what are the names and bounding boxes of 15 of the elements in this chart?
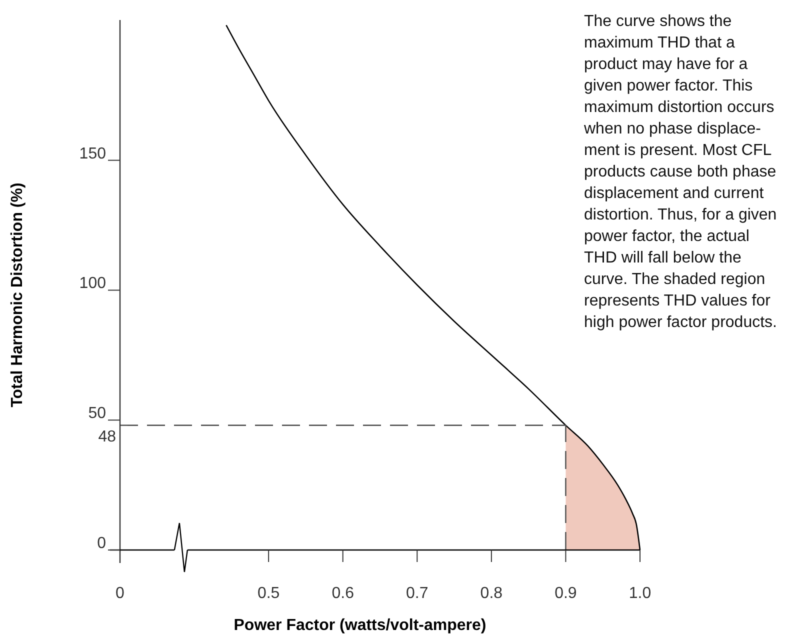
x-tick-label: 0.7 xyxy=(406,585,428,602)
y-tick-label: 150 xyxy=(79,145,106,162)
x-tick-label: 1.0 xyxy=(628,585,652,602)
ref-line-label: 48 xyxy=(98,428,116,446)
x-axis-title: Power Factor (watts/volt-ampere) xyxy=(234,617,486,634)
x-tick-label: 0.9 xyxy=(554,585,577,602)
text: The curve shows the maximum THD that a product may have for a given power factor. This maximum distortion occurs when no phase displace- ment is present. Most CFL products cause both phase displacement and current distortion. Thus, for a given power factor, the actual THD will fall below the curve. The shaded region represents THD values for high power factor products. xyxy=(584,13,777,331)
x-tick-label: 0.8 xyxy=(480,585,503,602)
y-tick-label: 50 xyxy=(88,405,106,422)
x-tick-label: 0.6 xyxy=(332,585,354,602)
x-tick-label: 0 xyxy=(116,585,125,602)
y-tick-label: 0 xyxy=(97,535,106,552)
x-tick-label: 0.5 xyxy=(257,585,280,602)
y-tick-label: 100 xyxy=(79,275,106,292)
y-axis-title: Total Harmonic Distortion (%) xyxy=(9,182,26,408)
